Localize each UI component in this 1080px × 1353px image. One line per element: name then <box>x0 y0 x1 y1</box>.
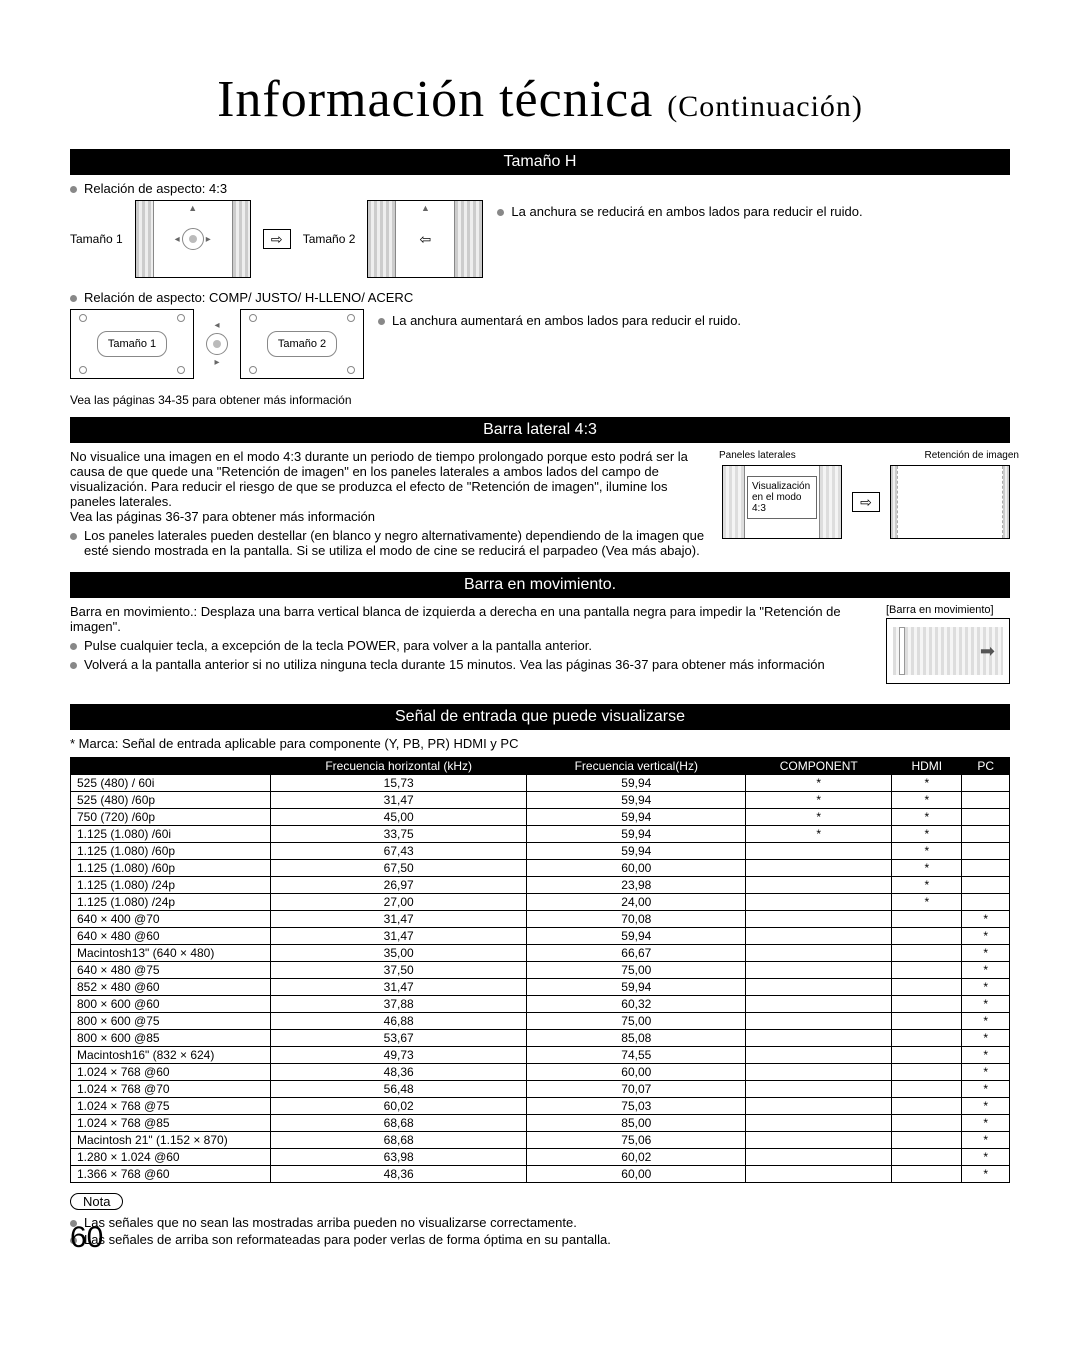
tamano-h-see-more: Vea las páginas 34-35 para obtener más i… <box>70 393 1010 407</box>
paneles-laterales-label: Paneles laterales <box>719 450 796 461</box>
nota-pill: Nota <box>70 1193 123 1210</box>
title-suffix: (Continuación) <box>667 90 863 123</box>
signal-table-col-2: Frecuencia vertical(Hz) <box>527 758 746 775</box>
table-row: 1.024 × 768 @7056,4870,07* <box>71 1081 1010 1098</box>
table-row: 1.024 × 768 @7560,0275,03* <box>71 1098 1010 1115</box>
table-row: 750 (720) /60p45,0059,94** <box>71 809 1010 826</box>
signal-table-col-0 <box>71 758 271 775</box>
page-number: 60 <box>70 1221 120 1255</box>
tamano-h-diagram-wide: Tamaño 1 ◂▸ Tamaño 2 <box>70 309 364 379</box>
page-title: Información técnica (Continuación) <box>70 70 1010 129</box>
table-row: Macintosh13" (640 × 480)35,0066,67* <box>71 945 1010 962</box>
table-row: 525 (480) /60p31,4759,94** <box>71 792 1010 809</box>
table-row: 1.125 (1.080) /60i33,7559,94** <box>71 826 1010 843</box>
table-row: 1.125 (1.080) /60p67,4359,94* <box>71 843 1010 860</box>
nota-bullet-1: Las señales que no sean las mostradas ar… <box>70 1215 1010 1230</box>
table-row: 800 × 600 @8553,6785,08* <box>71 1030 1010 1047</box>
barra-mov-bullet1: Pulse cualquier tecla, a excepción de la… <box>70 638 872 653</box>
table-row: 800 × 600 @6037,8860,32* <box>71 996 1010 1013</box>
table-row: 525 (480) / 60i15,7359,94** <box>71 775 1010 792</box>
signal-table: Frecuencia horizontal (kHz)Frecuencia ve… <box>70 757 1010 1183</box>
tam1-label: Tamaño 1 <box>70 232 123 246</box>
table-row: 640 × 480 @7537,5075,00* <box>71 962 1010 979</box>
inner-tam1: Tamaño 1 <box>97 331 167 357</box>
barra-mov-diagram-label: [Barra en movimiento] <box>886 604 1010 616</box>
screen-wide-size2: Tamaño 2 <box>240 309 364 379</box>
barra-lateral-para: No visualice una imagen en el modo 4:3 d… <box>70 449 708 509</box>
tamano-h-aspect-43: Relación de aspecto: 4:3 <box>70 181 1010 196</box>
signal-table-col-1: Frecuencia horizontal (kHz) <box>271 758 527 775</box>
table-row: 1.125 (1.080) /24p27,0024,00* <box>71 894 1010 911</box>
arrow-right-icon: ⇨ <box>263 229 291 249</box>
retencion-label: Retención de imagen <box>924 450 1019 461</box>
barra-mov-bullet2: Volverá a la pantalla anterior si no uti… <box>70 657 872 672</box>
screen-wide-size1: Tamaño 1 <box>70 309 194 379</box>
nota-bullet-2: Las señales de arriba son reformateadas … <box>70 1232 1010 1247</box>
barra-mov-desc: Barra en movimiento.: Desplaza una barra… <box>70 604 872 634</box>
tam2-label: Tamaño 2 <box>303 232 356 246</box>
inner-tam2: Tamaño 2 <box>267 331 337 357</box>
tamano-h-expand-note: La anchura aumentará en ambos lados para… <box>378 313 741 328</box>
table-row: Macintosh 21" (1.152 × 870)68,6875,06* <box>71 1132 1010 1149</box>
screen-43-size1: ▲ ◂▸ <box>135 200 251 278</box>
table-row: 1.125 (1.080) /24p26,9723,98* <box>71 877 1010 894</box>
table-row: 1.366 × 768 @6048,3660,00* <box>71 1166 1010 1183</box>
table-row: 1.024 × 768 @8568,6885,00* <box>71 1115 1010 1132</box>
table-row: 1.125 (1.080) /60p67,5060,00* <box>71 860 1010 877</box>
barra-lateral-diagram: Paneles laterales Visualización en el mo… <box>722 449 1010 539</box>
signal-table-col-3: COMPONENT <box>746 758 892 775</box>
barra-lateral-bullet: Los paneles laterales pueden destellar (… <box>70 528 708 558</box>
tamano-h-aspect-other: Relación de aspecto: COMP/ JUSTO/ H-LLEN… <box>70 290 1010 305</box>
section-barra-lateral-header: Barra lateral 4:3 <box>70 417 1010 443</box>
table-row: Macintosh16" (832 × 624)49,7374,55* <box>71 1047 1010 1064</box>
tamano-h-shrink-note: La anchura se reducirá en ambos lados pa… <box>497 204 862 219</box>
signal-table-col-4: HDMI <box>892 758 962 775</box>
tamano-h-diagram-43: Tamaño 1 ▲ ◂▸ ⇨ Tamaño 2 ▲ ⇦ <box>70 200 483 278</box>
table-row: 640 × 400 @7031,4770,08* <box>71 911 1010 928</box>
table-row: 1.280 × 1.024 @6063,9860,02* <box>71 1149 1010 1166</box>
table-row: 800 × 600 @7546,8875,00* <box>71 1013 1010 1030</box>
section-tamano-h-header: Tamaño H <box>70 149 1010 175</box>
signal-table-col-5: PC <box>962 758 1010 775</box>
barra-lateral-see-more: Vea las páginas 36-37 para obtener más i… <box>70 509 708 524</box>
table-row: 1.024 × 768 @6048,3660,00* <box>71 1064 1010 1081</box>
section-barra-mov-header: Barra en movimiento. <box>70 572 1010 598</box>
screen-43-size2: ▲ ⇦ <box>367 200 483 278</box>
senal-mark-note: * Marca: Señal de entrada aplicable para… <box>70 736 1010 751</box>
title-main: Información técnica <box>217 71 653 128</box>
arrow-right-icon-3: ➡ <box>980 641 995 662</box>
arrow-right-icon-2: ⇨ <box>852 492 880 512</box>
table-row: 640 × 480 @6031,4759,94* <box>71 928 1010 945</box>
visualizacion-label: Visualización en el modo 4:3 <box>747 476 817 519</box>
section-senal-header: Señal de entrada que puede visualizarse <box>70 704 1010 730</box>
table-row: 852 × 480 @6031,4759,94* <box>71 979 1010 996</box>
barra-mov-diagram: [Barra en movimiento] ➡ <box>886 604 1010 684</box>
